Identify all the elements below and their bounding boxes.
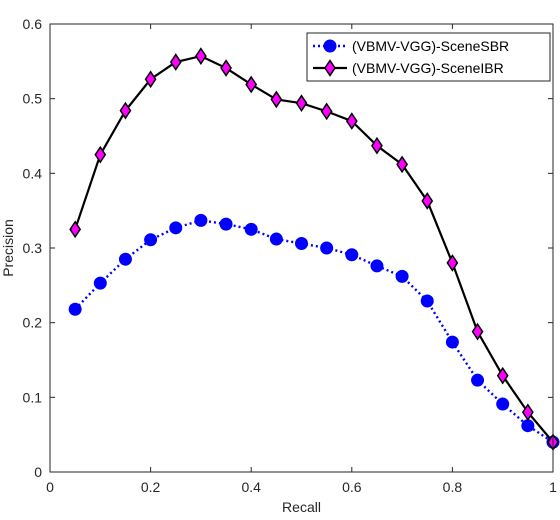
data-point [370,259,384,273]
y-tick-label: 0.2 [23,315,43,331]
data-point [68,302,82,316]
x-axis-label: Recall [282,499,321,515]
data-point [169,221,183,235]
data-point [421,192,434,210]
data-point [69,220,82,239]
y-tick-label: 0.4 [23,165,43,181]
legend-box [306,32,551,82]
data-point [496,366,509,385]
legend-entries: (VBMV-VGG)-SceneSBR (VBMV-VGG)-SceneIBR [313,38,509,77]
data-point [345,112,358,130]
y-tick-label: 0.1 [23,389,43,405]
data-point [371,136,383,155]
data-point [245,75,258,94]
data-point [446,254,459,272]
y-tick-label: 0.6 [23,16,43,32]
legend: (VBMV-VGG)-SceneSBR (VBMV-VGG)-SceneIBR [306,32,551,82]
y-tick-label: 0.5 [23,91,43,107]
legend-entry: (VBMV-VGG)-SceneIBR [313,59,504,77]
data-point [144,70,157,89]
data-point [144,233,158,247]
x-tick-label: 0.2 [141,479,161,495]
legend-label: (VBMV-VGG)-SceneIBR [352,60,504,76]
data-point [345,248,359,262]
data-point [295,237,308,251]
data-point [244,222,258,236]
data-point [270,90,283,109]
data-point [396,155,409,174]
data-point [219,217,233,231]
legend-marker [324,59,336,77]
x-tick-label: 0 [46,479,54,495]
data-point [269,232,283,246]
data-point [320,241,334,255]
y-tick-label: 0 [34,464,42,480]
data-point [521,419,535,433]
data-point [471,322,484,341]
data-point [118,252,132,266]
data-point [521,403,534,422]
data-point [94,145,107,164]
data-point [194,47,207,65]
data-point [169,53,182,71]
y-tick-label: 0.3 [23,240,43,256]
x-tick-label: 0.4 [241,479,261,495]
data-point [471,373,485,387]
y-axis-label: Precision [0,219,16,277]
x-tick-label: 0.6 [342,479,362,495]
legend-marker [323,39,337,53]
data-point [445,335,459,349]
data-point [420,294,434,308]
data-point [93,276,107,290]
series-line [74,54,554,443]
x-tick-label: 0.8 [443,479,463,495]
data-point [395,269,409,283]
data-point [295,94,308,112]
axes-layer: 0 0.2 0.4 0.6 0.8 1 0 0.1 0.2 0.3 0.4 0.5 0.6 [23,16,558,495]
data-point [220,59,232,77]
data-point [194,213,208,227]
x-tick-label: 1 [549,479,557,495]
data-point [496,397,510,411]
data-point [320,102,333,121]
legend-label: (VBMV-VGG)-SceneSBR [352,38,509,54]
legend-entry: (VBMV-VGG)-SceneSBR [313,38,509,54]
data-point [119,101,132,120]
series-1 [69,47,559,451]
